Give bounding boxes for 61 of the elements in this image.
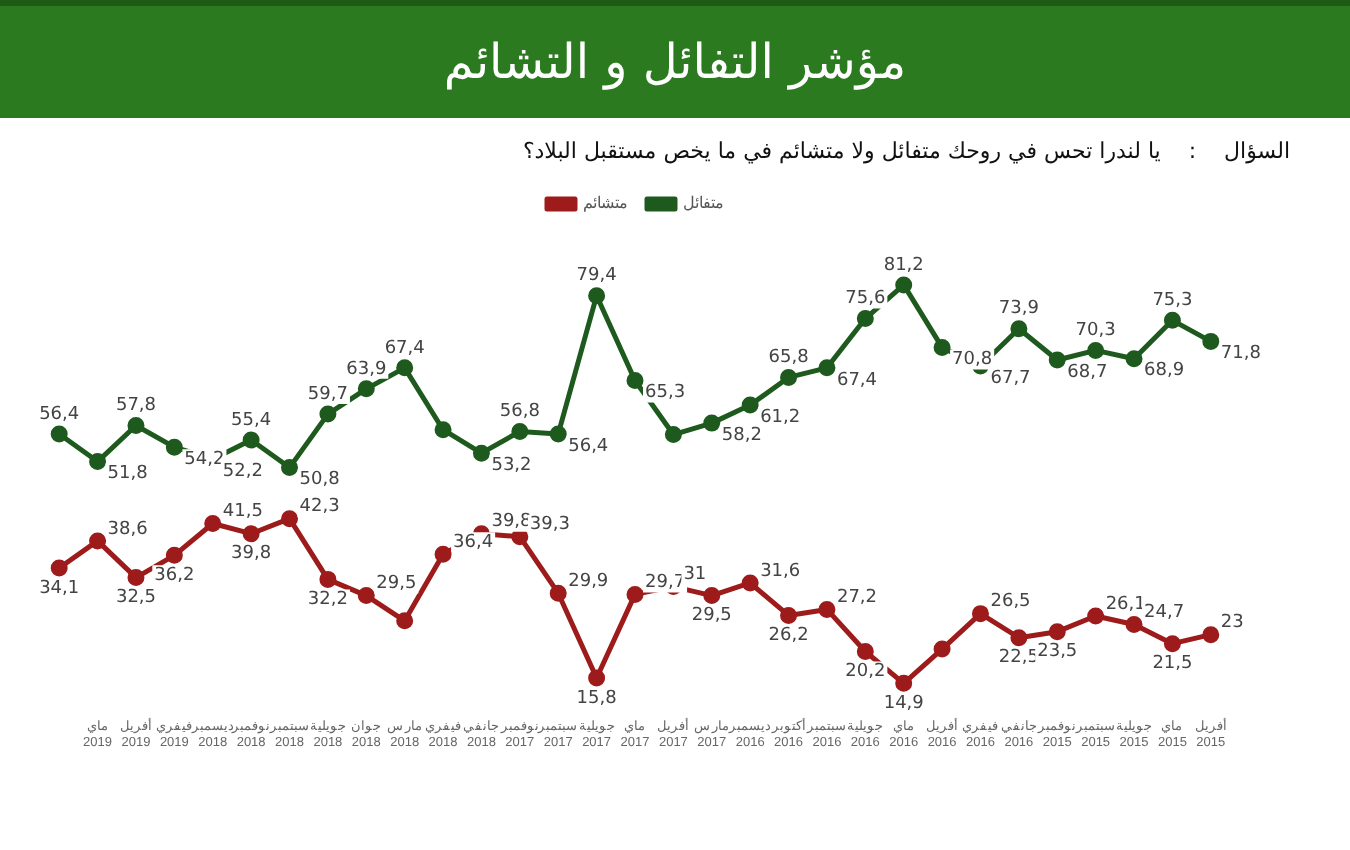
data-label: 23,5 bbox=[1037, 642, 1078, 663]
legend-label: متشائم bbox=[583, 194, 627, 213]
data-label: 54,2 bbox=[184, 449, 225, 470]
data-label: 41,5 bbox=[222, 502, 263, 523]
data-label: 50,8 bbox=[299, 470, 341, 491]
data-label: 75,3 bbox=[1152, 291, 1193, 312]
data-label: 79,4 bbox=[576, 266, 618, 287]
data-label: 31,6 bbox=[760, 561, 801, 582]
data-label: 59,7 bbox=[307, 384, 348, 405]
data-label: 70,8 bbox=[952, 350, 993, 371]
data-label: 36,2 bbox=[154, 566, 195, 587]
data-label: 14,9 bbox=[883, 694, 925, 715]
data-label: 75,6 bbox=[845, 289, 886, 310]
data-label: 56,4 bbox=[568, 436, 609, 457]
data-label: 38,6 bbox=[107, 519, 149, 540]
data-label: 61,2 bbox=[760, 407, 801, 428]
data-label: 56,8 bbox=[499, 402, 541, 423]
data-label: 29,7 bbox=[644, 573, 686, 594]
data-label: 21,5 bbox=[1152, 654, 1193, 675]
data-label: 52,2 bbox=[222, 461, 263, 482]
data-label: 67,7 bbox=[990, 368, 1031, 389]
data-label: 68,7 bbox=[1067, 362, 1108, 383]
data-label: 39,8 bbox=[231, 544, 272, 565]
data-label: 26,5 bbox=[990, 592, 1031, 613]
data-label: 81,2 bbox=[883, 255, 924, 276]
data-label: 67,4 bbox=[836, 370, 878, 391]
data-label: 26,2 bbox=[768, 626, 809, 647]
data-label: 56,4 bbox=[39, 404, 80, 425]
data-label: 32,5 bbox=[115, 588, 157, 609]
data-label: 53,2 bbox=[491, 455, 532, 476]
data-label: 67,4 bbox=[384, 338, 426, 359]
data-label: 65,3 bbox=[644, 383, 686, 404]
data-label: 42,3 bbox=[299, 497, 340, 518]
data-label: 31 bbox=[683, 565, 707, 586]
data-label: 55,4 bbox=[231, 410, 272, 431]
data-label: 70,3 bbox=[1075, 321, 1116, 342]
legend-label: متفائل bbox=[683, 194, 723, 213]
data-label: 29,9 bbox=[568, 571, 609, 592]
data-label: 65,8 bbox=[768, 348, 810, 369]
data-label: 29,5 bbox=[691, 606, 732, 627]
data-label: 23 bbox=[1220, 613, 1244, 634]
chart-title: مؤشر التفائل و التشائم bbox=[443, 34, 907, 90]
data-label: 58,2 bbox=[721, 425, 762, 446]
data-label: 15,8 bbox=[576, 688, 618, 709]
data-label: 36,4 bbox=[453, 532, 494, 553]
data-label: 29,5 bbox=[376, 574, 417, 595]
data-label: 73,9 bbox=[998, 299, 1040, 320]
data-label: 71,8 bbox=[1220, 344, 1262, 365]
data-label: 57,8 bbox=[115, 396, 157, 417]
chart-subtitle: السؤال : يا لندرا تحس في روحك متفائل ولا متشائم في ما يخص مستقبل البلاد؟ bbox=[520, 136, 1292, 164]
data-label: 39,3 bbox=[529, 515, 570, 536]
data-label: 27,2 bbox=[836, 588, 878, 609]
data-label: 51,8 bbox=[107, 464, 149, 485]
data-label: 20,2 bbox=[845, 662, 886, 683]
data-label: 63,9 bbox=[346, 359, 387, 380]
data-label: 26,1 bbox=[1105, 594, 1146, 615]
data-label: 32,2 bbox=[307, 590, 348, 611]
data-label: 24,7 bbox=[1144, 603, 1185, 624]
data-label: 34,1 bbox=[39, 578, 80, 599]
data-label: 68,9 bbox=[1144, 361, 1185, 382]
data-label: 22,5 bbox=[998, 648, 1039, 669]
